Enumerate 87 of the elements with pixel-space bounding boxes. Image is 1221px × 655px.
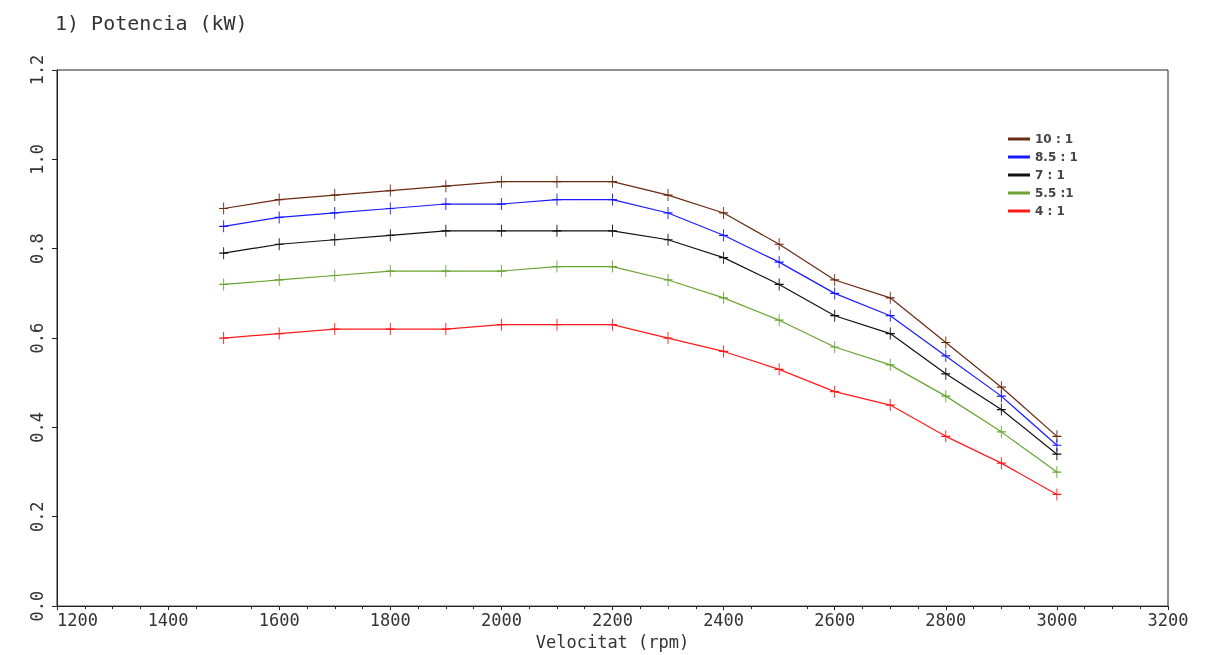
point <box>830 309 840 322</box>
point <box>330 189 340 202</box>
point <box>830 340 840 353</box>
point <box>885 291 895 304</box>
legend-label: 10 : 1 <box>1035 132 1074 146</box>
y-tick-label: 0.6 <box>26 322 47 354</box>
x-axis-title: Velocitat (rpm) <box>535 631 690 652</box>
point <box>330 206 340 219</box>
legend-label: 5.5 :1 <box>1035 186 1074 200</box>
point <box>1052 488 1062 501</box>
legend-label: 8.5 : 1 <box>1035 150 1078 164</box>
point <box>219 202 229 215</box>
x-tick-label: 2600 <box>814 609 856 630</box>
point <box>941 336 951 349</box>
point <box>774 256 784 269</box>
point <box>441 323 451 336</box>
point <box>441 265 451 278</box>
point <box>441 198 451 211</box>
x-tick-label: 1400 <box>147 609 189 630</box>
point <box>496 224 506 237</box>
point <box>719 345 729 358</box>
point <box>496 318 506 331</box>
point <box>885 327 895 340</box>
point <box>385 184 395 197</box>
y-tick-label: 1.2 <box>26 54 47 86</box>
point <box>774 314 784 327</box>
chart-title: 1) Potencia (kW) <box>55 11 248 35</box>
point <box>996 403 1006 416</box>
point <box>830 273 840 286</box>
point <box>830 385 840 398</box>
point <box>385 323 395 336</box>
point <box>774 238 784 251</box>
point <box>1052 466 1062 479</box>
point <box>941 390 951 403</box>
y-tick-label: 1.0 <box>26 143 47 175</box>
point <box>274 211 284 224</box>
point <box>219 220 229 233</box>
y-tick-label: 0.4 <box>26 412 47 443</box>
point <box>996 425 1006 438</box>
point <box>496 198 506 211</box>
point <box>719 206 729 219</box>
x-tick-label: 1200 <box>57 609 98 630</box>
y-tick-label: 0.0 <box>26 590 47 622</box>
point <box>274 327 284 340</box>
point <box>830 287 840 300</box>
point <box>274 193 284 206</box>
point <box>1052 448 1062 461</box>
point <box>219 332 229 345</box>
x-tick-label: 3200 <box>1147 609 1189 630</box>
point <box>774 278 784 291</box>
point <box>885 399 895 412</box>
point <box>496 175 506 188</box>
point <box>219 247 229 260</box>
point <box>385 229 395 242</box>
x-tick-label: 1600 <box>258 609 300 630</box>
point <box>385 265 395 278</box>
point <box>330 323 340 336</box>
x-tick-label: 1800 <box>369 609 411 630</box>
x-tick-label: 3000 <box>1036 609 1078 630</box>
point <box>885 309 895 322</box>
point <box>441 224 451 237</box>
point <box>996 390 1006 403</box>
legend-label: 4 : 1 <box>1035 204 1065 218</box>
point <box>441 180 451 193</box>
y-tick-label: 0.8 <box>26 233 47 265</box>
point <box>330 269 340 282</box>
x-tick-label: 2400 <box>703 609 745 630</box>
x-tick-label: 2200 <box>592 609 633 630</box>
point <box>941 430 951 443</box>
point <box>274 273 284 286</box>
legend-label: 7 : 1 <box>1035 168 1065 182</box>
point <box>774 363 784 376</box>
point <box>385 202 395 215</box>
x-tick-label: 2000 <box>480 609 522 630</box>
point <box>219 278 229 291</box>
point <box>941 349 951 362</box>
point <box>996 457 1006 470</box>
point <box>330 233 340 246</box>
point <box>496 265 506 278</box>
point <box>719 291 729 304</box>
point <box>941 367 951 380</box>
x-tick-label: 2800 <box>925 609 967 630</box>
point <box>719 229 729 242</box>
y-tick-label: 0.2 <box>26 501 47 533</box>
point <box>885 358 895 371</box>
point <box>719 251 729 264</box>
point <box>274 238 284 251</box>
